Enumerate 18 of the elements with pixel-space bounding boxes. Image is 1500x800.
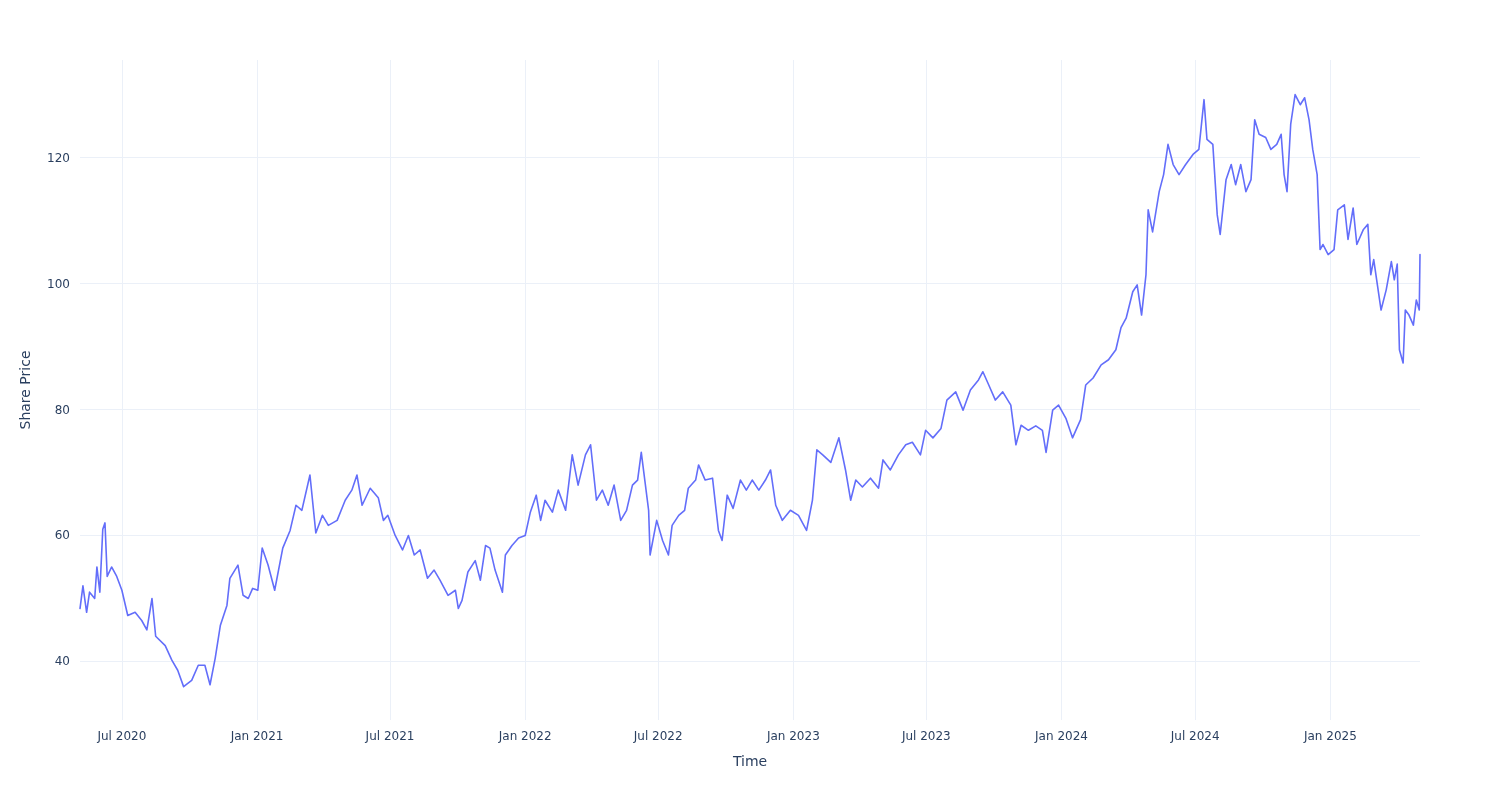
line-series: [79, 93, 1421, 688]
y-tick-label: 60: [54, 528, 70, 543]
x-axis-title: Time: [731, 753, 768, 769]
x-tick-label: Jan 2024: [1034, 729, 1088, 743]
x-tick-label: Jul 2024: [1169, 729, 1220, 743]
x-tick-label: Jul 2020: [96, 729, 147, 743]
x-tick-label: Jan 2021: [229, 729, 284, 743]
y-tick-label: 120: [47, 150, 70, 165]
x-tick-label: Jan 2022: [497, 729, 552, 743]
y-axis-title: Share Price: [17, 350, 33, 430]
x-tick-label: Jul 2023: [900, 729, 951, 743]
x-tick-label: Jan 2025: [1302, 729, 1357, 743]
y-tick-label: 80: [54, 402, 70, 417]
y-tick-label: 100: [47, 276, 70, 291]
x-tick-label: Jul 2021: [364, 729, 415, 743]
y-tick-label: 40: [54, 654, 70, 669]
x-tick-label: Jul 2022: [632, 729, 683, 743]
x-tick-label: Jan 2023: [765, 729, 820, 743]
